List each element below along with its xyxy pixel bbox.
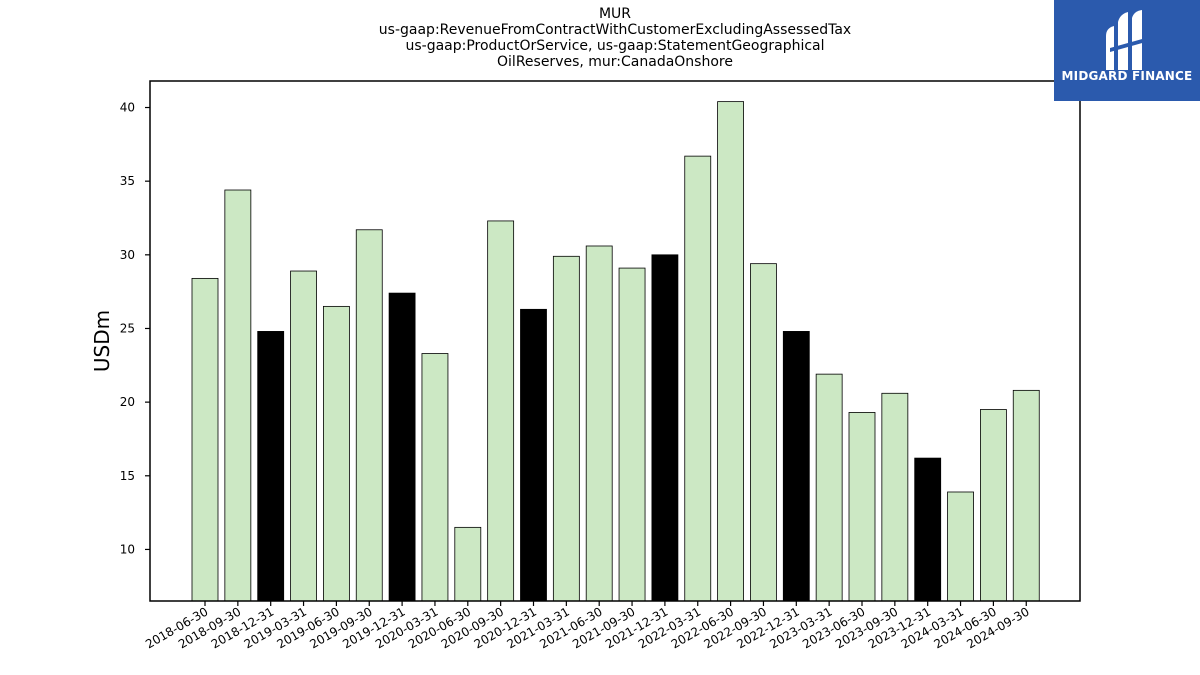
midgard-logo-icon	[1106, 10, 1146, 70]
y-tick-label: 40	[120, 101, 135, 115]
bar	[782, 331, 810, 602]
x-axis: 2018-06-302018-09-302018-12-312019-03-31…	[143, 601, 1032, 651]
bar	[651, 254, 679, 602]
bar	[914, 457, 942, 602]
y-tick-label: 25	[120, 321, 135, 335]
bar	[388, 292, 416, 602]
bar	[520, 308, 547, 602]
chart-title: MUR us-gaap:RevenueFromContractWithCusto…	[150, 6, 1080, 70]
bar	[947, 491, 974, 602]
bar	[224, 189, 252, 602]
chart-title-line: MUR	[598, 6, 632, 22]
plot-frame	[149, 80, 1081, 602]
midgard-finance-logo: MIDGARD FINANCE	[1054, 0, 1200, 101]
bar	[881, 392, 909, 602]
bar	[585, 245, 613, 602]
chart-title-line: us-gaap:ProductOrService, us-gaap:Statem…	[405, 38, 825, 54]
bar	[618, 267, 646, 602]
y-tick-label: 20	[120, 395, 135, 409]
y-axis: 10 15 20 25 30 35 40	[120, 101, 150, 556]
bar	[487, 220, 515, 602]
bar	[684, 155, 712, 602]
bar	[257, 331, 285, 602]
y-tick-label: 10	[120, 542, 135, 556]
chart-title-line: us-gaap:RevenueFromContractWithCustomerE…	[378, 22, 852, 38]
bar	[421, 353, 449, 602]
bar	[290, 270, 317, 602]
bar	[322, 305, 350, 602]
bar	[848, 412, 876, 602]
bars-layer	[191, 101, 1040, 602]
logo-text: MIDGARD FINANCE	[1061, 69, 1193, 83]
y-tick-label: 15	[120, 469, 135, 483]
bar	[815, 373, 843, 602]
y-tick-label: 30	[120, 248, 135, 262]
bar	[980, 409, 1007, 602]
bar	[191, 277, 219, 602]
bar	[1012, 389, 1040, 602]
bar	[454, 526, 482, 602]
bar	[552, 255, 580, 602]
y-tick-label: 35	[120, 174, 135, 188]
bar	[750, 263, 777, 602]
chart-title-line: OilReserves, mur:CanadaOnshore	[497, 54, 733, 70]
y-axis-label: USDm	[90, 310, 114, 372]
bar	[717, 101, 744, 602]
bar	[355, 229, 383, 602]
